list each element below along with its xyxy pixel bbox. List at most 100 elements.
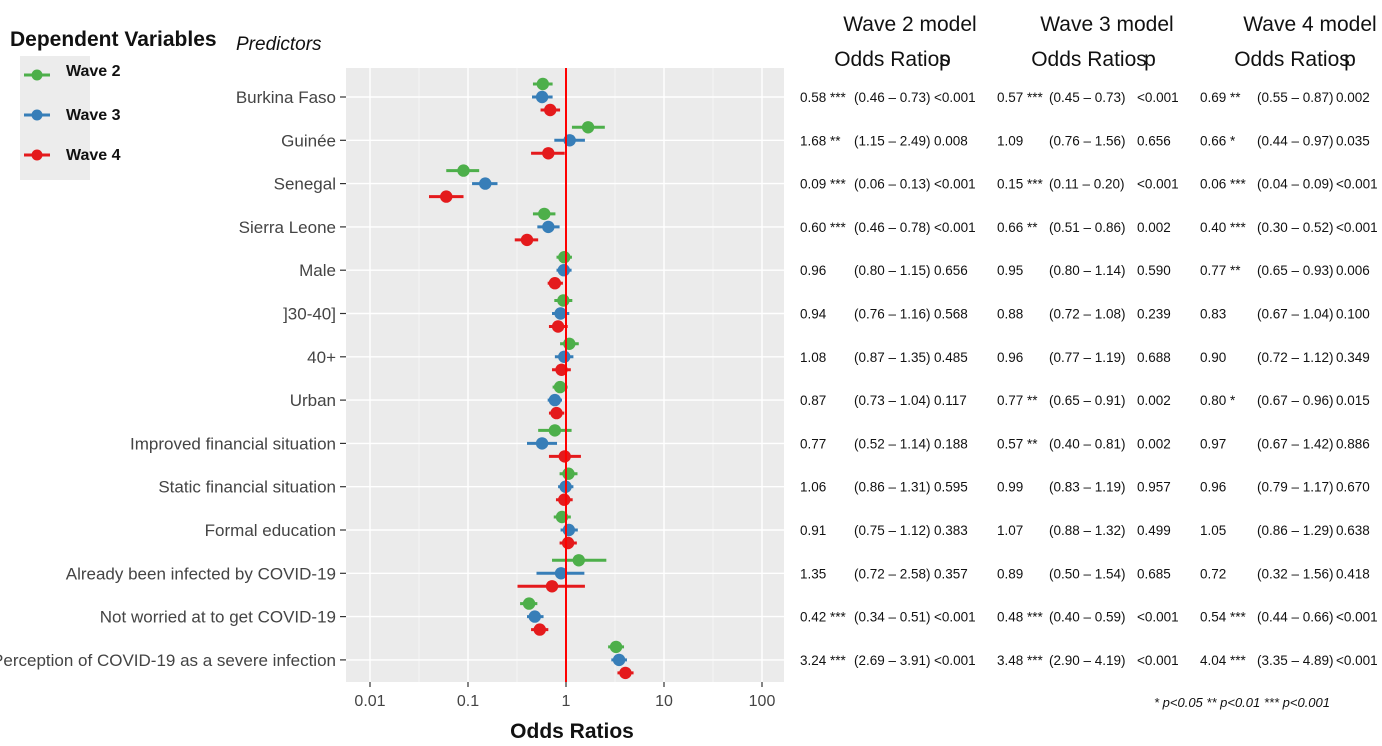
- confidence-interval: (0.76 – 1.56): [1049, 133, 1126, 148]
- odds-ratio-value: 0.69 **: [1200, 90, 1241, 105]
- confidence-interval: (3.35 – 4.89): [1257, 653, 1334, 668]
- point-wave-2: [557, 294, 570, 307]
- point-wave-2: [572, 554, 585, 567]
- odds-ratio-value: 0.60 ***: [800, 220, 847, 235]
- plot-area: Burkina Faso Guinée Senegal Sierra Leone Mal…: [0, 68, 784, 743]
- p-value: 0.002: [1137, 220, 1171, 235]
- confidence-interval: (0.80 – 1.14): [1049, 263, 1126, 278]
- odds-ratio-value: 0.95: [997, 263, 1023, 278]
- legend-label: Wave 2: [66, 63, 121, 80]
- p-value: <0.001: [1336, 177, 1378, 192]
- confidence-interval: (0.87 – 1.35): [854, 350, 931, 365]
- odds-ratio-value: 0.87: [800, 393, 826, 408]
- confidence-interval: (2.69 – 3.91): [854, 653, 931, 668]
- legend-title: Dependent Variables: [10, 28, 217, 51]
- x-tick-label: 100: [749, 693, 776, 710]
- point-wave-2: [457, 164, 470, 177]
- point-wave-4: [545, 580, 559, 593]
- p-value: 0.670: [1336, 480, 1370, 495]
- y-tick-label: Not worried at to get COVID-19: [100, 608, 336, 627]
- p-value: 0.957: [1137, 480, 1171, 495]
- point-wave-4: [561, 536, 575, 550]
- p-value: 0.357: [934, 566, 968, 581]
- model-title: Wave 2 model: [843, 13, 976, 36]
- confidence-interval: (0.73 – 1.04): [854, 393, 931, 408]
- point-wave-3: [612, 653, 626, 667]
- confidence-interval: (0.11 – 0.20): [1049, 177, 1125, 192]
- odds-ratio-value: 0.66 *: [1200, 133, 1236, 148]
- point-wave-3: [535, 90, 549, 104]
- odds-ratios-header: Odds Ratios: [1234, 48, 1350, 71]
- legend-key-dot: [31, 109, 43, 121]
- y-tick-label: Already been infected by COVID-19: [66, 564, 336, 583]
- odds-ratio-value: 4.04 ***: [1200, 653, 1247, 668]
- point-wave-3: [479, 177, 492, 190]
- odds-ratio-value: 0.99: [997, 480, 1023, 495]
- p-value: <0.001: [934, 653, 976, 668]
- odds-ratio-value: 0.48 ***: [997, 610, 1044, 625]
- point-wave-4: [544, 103, 557, 117]
- confidence-interval: (0.34 – 0.51): [854, 610, 931, 625]
- confidence-interval: (0.65 – 0.93): [1257, 263, 1334, 278]
- odds-ratio-value: 0.96: [997, 350, 1023, 365]
- confidence-interval: (0.76 – 1.16): [854, 307, 931, 322]
- odds-ratio-value: 0.06 ***: [1200, 177, 1247, 192]
- point-wave-4: [542, 147, 555, 160]
- legend-key-dot: [31, 149, 43, 161]
- confidence-interval: (0.75 – 1.12): [854, 523, 931, 538]
- y-tick-label: 40+: [307, 348, 336, 367]
- legend: Dependent Variables Wave 2 Wave 3 Wave 4: [10, 28, 217, 180]
- point-wave-4: [548, 277, 562, 290]
- confidence-interval: (0.44 – 0.66): [1257, 610, 1334, 625]
- point-wave-4: [619, 666, 632, 680]
- p-value: <0.001: [1137, 177, 1179, 192]
- odds-ratio-value: 0.80 *: [1200, 393, 1236, 408]
- odds-ratio-value: 0.88: [997, 307, 1023, 322]
- x-tick-label: 1: [562, 693, 571, 710]
- p-value: 0.383: [934, 523, 968, 538]
- point-wave-2: [522, 597, 536, 610]
- confidence-interval: (0.83 – 1.19): [1049, 480, 1126, 495]
- confidence-interval: (0.80 – 1.15): [854, 263, 931, 278]
- p-value: <0.001: [1137, 90, 1179, 105]
- confidence-interval: (0.32 – 1.56): [1257, 566, 1334, 581]
- p-value-header: p: [939, 48, 951, 71]
- y-tick-label: Male: [299, 261, 336, 280]
- p-value-header: p: [1144, 48, 1156, 71]
- odds-ratio-value: 0.42 ***: [800, 610, 847, 625]
- point-wave-3: [557, 264, 571, 277]
- odds-ratio-value: 3.48 ***: [997, 653, 1044, 668]
- odds-ratio-value: 0.77 **: [1200, 263, 1241, 278]
- odds-ratio-value: 0.97: [1200, 436, 1226, 451]
- odds-ratio-value: 0.57 **: [997, 436, 1038, 451]
- odds-ratio-value: 0.09 ***: [800, 177, 847, 192]
- odds-ratio-value: 0.94: [800, 307, 827, 322]
- x-tick-label: 10: [655, 693, 673, 710]
- odds-ratio-value: 0.40 ***: [1200, 220, 1247, 235]
- confidence-interval: (0.40 – 0.81): [1049, 436, 1126, 451]
- y-tick-label: Senegal: [274, 175, 336, 194]
- p-value: 0.349: [1336, 350, 1370, 365]
- p-value: 0.568: [934, 307, 968, 322]
- point-wave-3: [542, 220, 555, 234]
- p-value-header: p: [1344, 48, 1356, 71]
- y-axis-labels: Burkina Faso Guinée Senegal Sierra Leone Mal…: [0, 88, 346, 670]
- confidence-interval: (0.72 – 1.08): [1049, 307, 1126, 322]
- confidence-interval: (0.88 – 1.32): [1049, 523, 1126, 538]
- odds-ratio-value: 0.58 ***: [800, 90, 847, 105]
- confidence-interval: (0.67 – 0.96): [1257, 393, 1334, 408]
- point-wave-4: [440, 190, 453, 203]
- confidence-interval: (0.65 – 0.91): [1049, 393, 1126, 408]
- y-tick-label: Guinée: [281, 131, 336, 150]
- confidence-interval: (0.46 – 0.73): [854, 90, 931, 105]
- odds-ratio-value: 0.57 ***: [997, 90, 1044, 105]
- confidence-interval: (0.52 – 1.14): [854, 436, 931, 451]
- confidence-interval: (0.72 – 1.12): [1257, 350, 1334, 365]
- confidence-interval: (0.67 – 1.04): [1257, 307, 1334, 322]
- point-wave-2: [562, 467, 575, 480]
- confidence-interval: (0.44 – 0.97): [1257, 133, 1334, 148]
- p-value: 0.485: [934, 350, 968, 365]
- odds-ratio-value: 0.72: [1200, 566, 1226, 581]
- confidence-interval: (0.79 – 1.17): [1257, 480, 1334, 495]
